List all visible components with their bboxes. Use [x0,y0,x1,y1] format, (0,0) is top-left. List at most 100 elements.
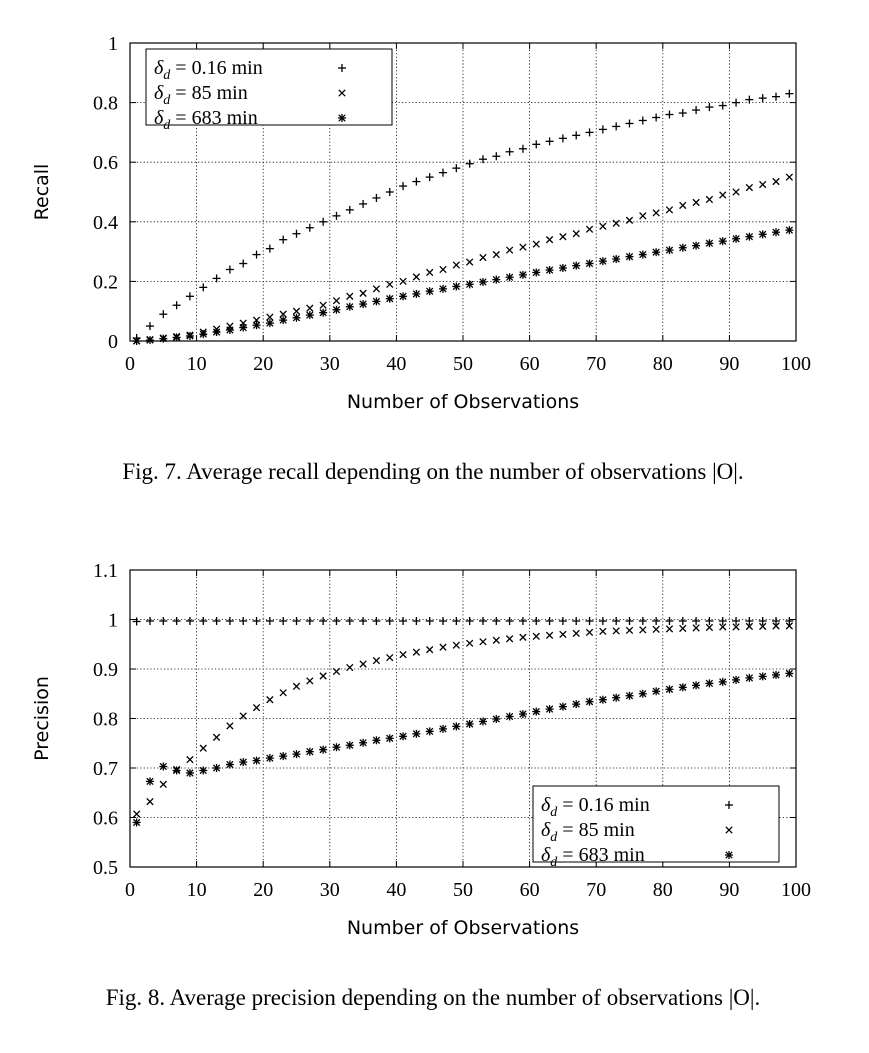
data-point [172,333,181,342]
data-point [386,280,394,289]
plot-frame [129,42,797,342]
data-point [718,616,727,625]
data-point [505,246,514,254]
data-point [718,101,727,110]
data-point [625,119,634,128]
legend-label-2: δd = 683 min [541,844,645,870]
data-point [572,629,580,638]
data-point [452,641,460,649]
data-point [292,313,301,322]
x-tick-label: 80 [653,879,673,901]
data-point [199,616,208,625]
data-point [772,228,781,237]
data-point [172,301,181,310]
data-point [519,633,527,641]
data-point [412,273,421,281]
data-point [745,232,754,241]
data-point [412,177,421,186]
data-point [465,719,474,728]
data-point [505,616,514,625]
data-point [785,622,793,630]
data-point [265,244,274,253]
data-point [319,745,328,754]
data-point [732,98,741,107]
data-point [572,261,581,270]
data-point [252,756,261,765]
data-point [679,624,687,633]
x-tick-label: 90 [719,879,739,901]
data-point [279,235,288,244]
data-point [305,747,314,756]
data-point [425,173,434,182]
data-point [212,328,221,337]
data-point [492,275,501,284]
legend-marker [338,64,346,72]
legend-box [532,785,780,863]
data-point [492,714,501,723]
y-tick-label: 0.6 [93,152,118,174]
data-point [186,755,194,764]
data-point [412,648,421,656]
y-tick-label: 0.6 [93,808,118,830]
data-point [759,180,767,189]
data-point [185,292,194,301]
x-tick-label: 30 [320,353,340,375]
data-point [292,307,301,315]
plot-frame [129,569,797,868]
data-point [732,188,740,196]
data-point [385,734,394,743]
data-point [558,263,567,272]
data-point [225,265,234,274]
data-point [319,672,327,680]
data-point [159,616,168,625]
data-point [439,168,448,177]
legend-label-0: δd = 0.16 min [154,57,263,83]
data-point [372,285,381,293]
data-point [399,732,408,741]
data-point [638,116,647,125]
data-point [359,738,368,747]
data-point [185,331,194,340]
data-point [518,616,527,625]
data-point [612,616,621,625]
y-tick-label: 1 [108,33,118,55]
data-point [652,248,661,257]
precision-chart: 0 10 20 30 40 50 60 70 80 90 100 0.5 0.6 0.7 0.8 0.9 1 1.… [31,560,811,939]
data-point [279,752,288,761]
data-point [145,336,154,345]
data-point [185,616,194,625]
data-point [319,301,327,309]
data-point [239,323,248,332]
data-point [465,280,474,289]
data-point [159,762,168,771]
data-point [612,255,621,264]
data-point [732,616,741,625]
data-point [439,616,448,625]
data-point [492,250,500,259]
data-point [559,233,567,241]
data-point [359,199,368,208]
data-point [612,693,621,702]
y-tick-label: 0.9 [93,659,118,681]
data-point [732,623,740,631]
data-point [212,733,221,741]
data-point [132,337,141,345]
data-point [332,743,341,752]
data-point [239,758,248,767]
data-point [292,229,301,238]
data-point [518,710,527,719]
data-point [492,152,501,161]
data-point [518,270,527,279]
data-point [439,284,448,293]
y-tick-label: 0.4 [93,212,118,234]
data-point [745,183,754,192]
data-point [478,717,487,726]
data-point [719,191,727,199]
data-point [758,94,767,103]
data-point [598,616,607,625]
data-point [679,201,687,210]
data-point [505,273,514,282]
data-point [252,321,261,330]
data-point [678,243,687,252]
